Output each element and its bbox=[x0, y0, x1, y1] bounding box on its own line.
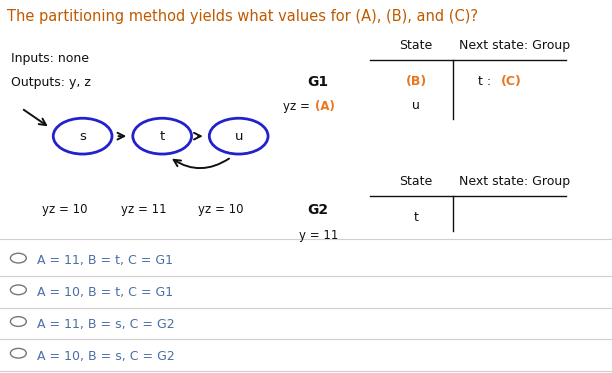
Text: t :: t : bbox=[477, 75, 499, 88]
Text: A = 10, B = s, C = G2: A = 10, B = s, C = G2 bbox=[37, 350, 174, 363]
Text: G2: G2 bbox=[308, 203, 329, 217]
Text: yz = 10: yz = 10 bbox=[198, 203, 243, 216]
Text: State: State bbox=[400, 175, 433, 188]
Text: yz = 11: yz = 11 bbox=[121, 203, 166, 216]
Text: Next state: Group: Next state: Group bbox=[458, 175, 570, 188]
Text: (C): (C) bbox=[501, 75, 521, 88]
Text: t: t bbox=[160, 130, 165, 142]
Text: State: State bbox=[400, 39, 433, 52]
Text: (A): (A) bbox=[315, 100, 335, 113]
Text: y = 11: y = 11 bbox=[299, 229, 338, 242]
Text: A = 11, B = t, C = G1: A = 11, B = t, C = G1 bbox=[37, 254, 173, 267]
Text: Next state: Group: Next state: Group bbox=[458, 39, 570, 52]
Text: u: u bbox=[412, 99, 420, 112]
Text: t: t bbox=[414, 211, 419, 224]
Text: Outputs: y, z: Outputs: y, z bbox=[11, 76, 91, 90]
Text: u: u bbox=[234, 130, 243, 142]
Text: (B): (B) bbox=[406, 75, 427, 88]
Text: A = 11, B = s, C = G2: A = 11, B = s, C = G2 bbox=[37, 318, 174, 331]
Text: The partitioning method yields what values for (A), (B), and (C)?: The partitioning method yields what valu… bbox=[7, 9, 479, 24]
Text: Inputs: none: Inputs: none bbox=[11, 52, 89, 65]
Text: yz = 10: yz = 10 bbox=[42, 203, 87, 216]
Text: A = 10, B = t, C = G1: A = 10, B = t, C = G1 bbox=[37, 286, 173, 299]
Text: G1: G1 bbox=[308, 75, 329, 89]
Text: yz =: yz = bbox=[283, 100, 313, 113]
Text: s: s bbox=[79, 130, 86, 142]
